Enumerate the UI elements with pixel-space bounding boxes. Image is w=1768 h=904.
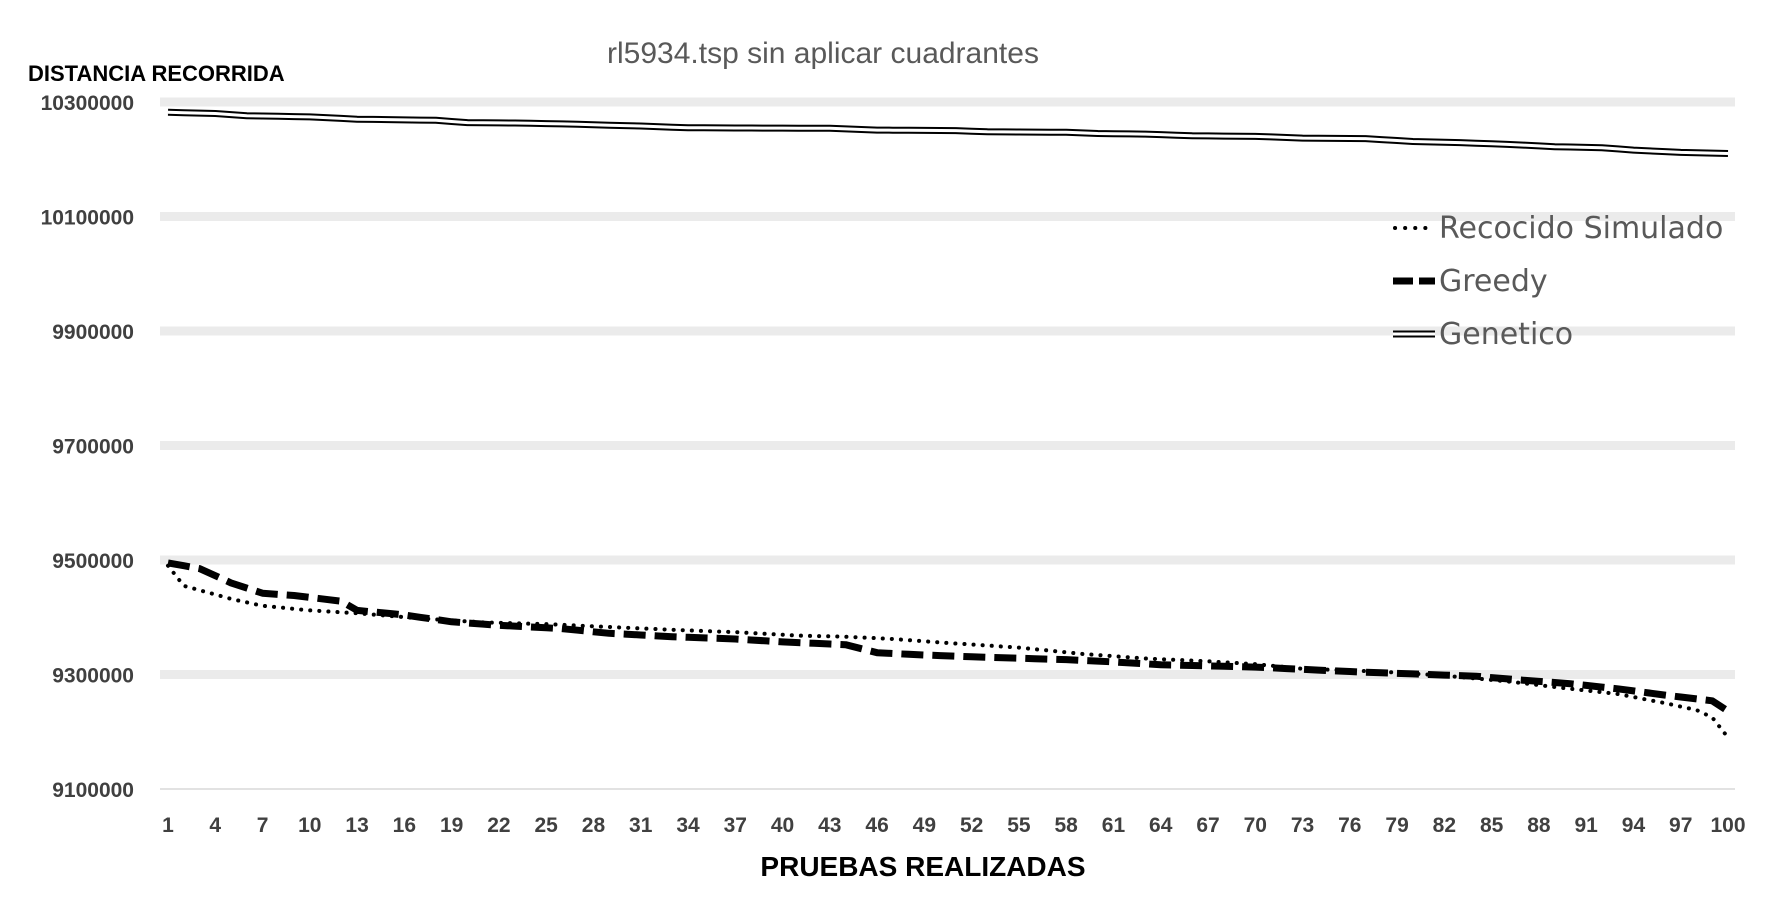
legend-label: Genetico xyxy=(1439,317,1573,352)
x-tick-label: 85 xyxy=(1480,814,1504,837)
series-lines xyxy=(166,108,1730,740)
x-tick-label: 64 xyxy=(1149,814,1173,837)
legend-item: Recocido Simulado xyxy=(1393,211,1723,246)
x-tick-label: 31 xyxy=(629,814,653,837)
series-line-inner xyxy=(167,110,1729,155)
legend-item: Genetico xyxy=(1393,317,1573,352)
y-tick-label: 10100000 xyxy=(41,207,134,230)
y-tick-label: 9700000 xyxy=(52,436,134,459)
legend-label: Greedy xyxy=(1439,264,1548,299)
x-tick-label: 70 xyxy=(1244,814,1267,837)
x-tick-label: 52 xyxy=(960,814,983,837)
y-axis-ticks: 9100000 9300000 9500000 9700000 9900000 10100… xyxy=(41,92,134,802)
x-tick-label: 1 xyxy=(162,814,174,837)
series-dotted-line xyxy=(166,563,1730,740)
x-tick-label: 28 xyxy=(582,814,606,837)
x-tick-label: 13 xyxy=(345,814,368,837)
y-axis-label: DISTANCIA RECORRIDA xyxy=(28,61,285,86)
x-tick-label: 76 xyxy=(1338,814,1361,837)
x-tick-label: 37 xyxy=(724,814,747,837)
x-tick-label: 67 xyxy=(1196,814,1219,837)
x-tick-label: 79 xyxy=(1385,814,1408,837)
gridlines xyxy=(160,97,1735,790)
x-tick-label: 4 xyxy=(209,814,221,837)
x-tick-label: 49 xyxy=(913,814,936,837)
legend-item: Greedy xyxy=(1393,264,1548,299)
x-tick-label: 88 xyxy=(1527,814,1551,837)
x-tick-label: 40 xyxy=(771,814,794,837)
y-tick-label: 9900000 xyxy=(52,321,134,344)
y-tick-label: 9100000 xyxy=(52,779,134,802)
x-tick-label: 46 xyxy=(865,814,888,837)
x-tick-label: 94 xyxy=(1622,814,1646,837)
series-dashed-line xyxy=(167,559,1730,715)
chart-title: rl5934.tsp sin aplicar cuadrantes xyxy=(607,37,1039,70)
x-tick-label: 43 xyxy=(818,814,841,837)
x-tick-label: 16 xyxy=(393,814,416,837)
x-tick-label: 10 xyxy=(298,814,321,837)
x-tick-label: 100 xyxy=(1710,814,1745,837)
x-tick-label: 19 xyxy=(440,814,463,837)
y-tick-label: 9500000 xyxy=(52,550,134,573)
series-line xyxy=(167,559,1730,715)
series-double-line xyxy=(167,108,1729,157)
x-tick-label: 58 xyxy=(1055,814,1079,837)
legend-label: Recocido Simulado xyxy=(1439,211,1723,246)
x-tick-label: 61 xyxy=(1102,814,1126,837)
y-tick-label: 10300000 xyxy=(41,92,134,115)
series-line xyxy=(166,563,1730,740)
x-tick-label: 7 xyxy=(257,814,269,837)
legend: Recocido Simulado Greedy Genetico xyxy=(1393,211,1723,352)
x-tick-label: 34 xyxy=(676,814,700,837)
y-tick-label: 9300000 xyxy=(52,665,134,688)
x-axis-ticks: 1 4 7 10 13 16 19 22 25 28 31 34 37 40 43 46 49 52 55 58 61 6… xyxy=(162,814,1745,837)
x-tick-label: 91 xyxy=(1575,814,1599,837)
x-tick-label: 25 xyxy=(535,814,559,837)
x-tick-label: 82 xyxy=(1433,814,1456,837)
x-tick-label: 55 xyxy=(1007,814,1031,837)
x-axis-label: PRUEBAS REALIZADAS xyxy=(760,851,1085,882)
x-tick-label: 97 xyxy=(1669,814,1692,837)
x-tick-label: 22 xyxy=(487,814,510,837)
x-tick-label: 73 xyxy=(1291,814,1314,837)
